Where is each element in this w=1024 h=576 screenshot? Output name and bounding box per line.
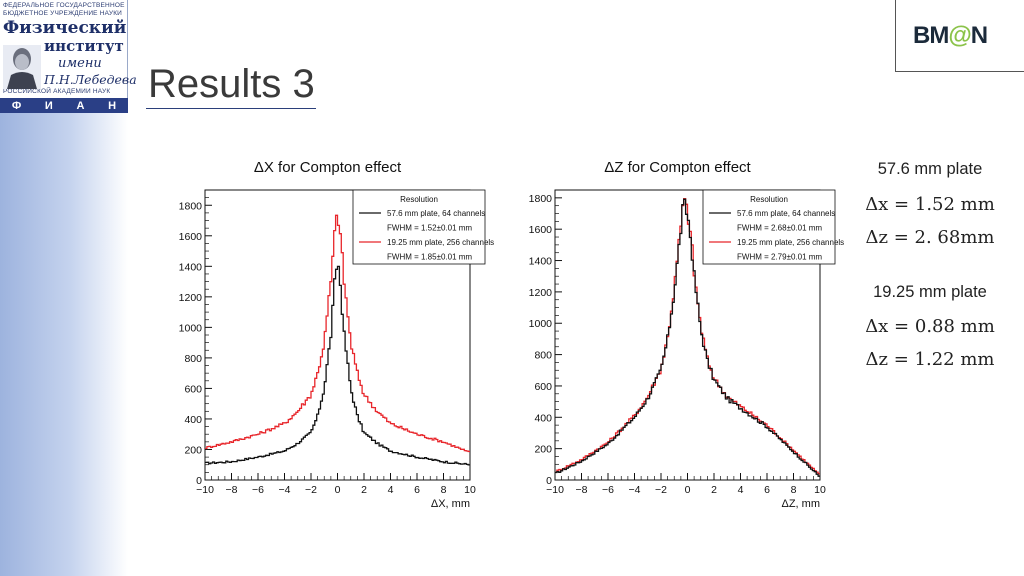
series-line-thick-plate xyxy=(205,265,470,466)
plate2-label: 19.25 mm plate xyxy=(873,283,987,301)
series-line-thin-plate xyxy=(205,214,470,453)
x-tick-label: −8 xyxy=(226,484,238,496)
logo-line-6: П.Н.Лебедева xyxy=(44,72,137,87)
y-tick-label: 1000 xyxy=(179,322,203,334)
y-tick-label: 1200 xyxy=(179,292,203,304)
legend-box xyxy=(352,189,486,265)
logo-band-letter: Ф xyxy=(11,99,22,112)
chart-delta-x: ΔX for Compton effect 0 200 400 600 800 1000 12… xyxy=(179,159,495,510)
logo-band-letter: Н xyxy=(108,99,117,112)
x-tick-label: −4 xyxy=(629,484,641,496)
plate2-dz: Δz = 1.22 mm xyxy=(865,349,995,370)
logo-band-letter: А xyxy=(76,99,85,112)
y-tick-label: 1800 xyxy=(179,200,203,212)
logo-band-letter: И xyxy=(44,99,53,112)
x-tick-label: 4 xyxy=(738,484,744,496)
x-tick-label: 2 xyxy=(711,484,717,496)
series-line-thick-plate xyxy=(555,198,820,477)
y-tick-label: 400 xyxy=(534,412,552,424)
logo-line-1: ФЕДЕРАЛЬНОЕ ГОСУДАРСТВЕННОЕ xyxy=(3,2,125,9)
legend-entry: 19.25 mm plate, 256 channels xyxy=(387,238,494,247)
y-tick-label: 1600 xyxy=(529,224,553,236)
bman-logo-frame xyxy=(895,0,1024,72)
y-tick-label: 400 xyxy=(184,414,202,426)
logo-line-3: Физический xyxy=(3,18,127,38)
logo-line-2: БЮДЖЕТНОЕ УЧРЕЖДЕНИЕ НАУКИ xyxy=(3,10,123,17)
y-tick-label: 1400 xyxy=(179,261,203,273)
x-tick-label: 8 xyxy=(441,484,447,496)
y-tick-label: 200 xyxy=(534,444,552,456)
y-tick-label: 200 xyxy=(184,444,202,456)
plate1-dx: Δx = 1.52 mm xyxy=(865,194,995,215)
y-tick-label: 0 xyxy=(546,475,552,487)
x-tick-label: 6 xyxy=(414,484,420,496)
legend-title: Resolution xyxy=(750,195,788,204)
logo-line-4: институт xyxy=(44,37,124,55)
legend-entry: FWHM = 2.79±0.01 mm xyxy=(737,253,822,262)
bman-logo: BM@N xyxy=(913,22,988,50)
legend-entry: 57.6 mm plate, 64 channels xyxy=(387,209,485,218)
x-tick-label: 10 xyxy=(464,484,476,496)
side-gradient-decoration xyxy=(0,113,128,576)
x-tick-label: −2 xyxy=(305,484,317,496)
y-tick-label: 1400 xyxy=(529,256,553,268)
legend-entry: FWHM = 1.85±0.01 mm xyxy=(387,253,472,262)
chart-delta-z: ΔZ for Compton effect 0 200 400 600 800 1000 12… xyxy=(529,159,845,510)
y-tick-label: 1000 xyxy=(529,318,553,330)
chart-title: ΔZ for Compton effect xyxy=(604,159,751,176)
y-tick-label: 800 xyxy=(534,350,552,362)
plate1-dz: Δz = 2. 68mm xyxy=(865,227,995,248)
y-tick-label: 1800 xyxy=(529,193,553,205)
slide-title: Results 3 xyxy=(148,62,315,106)
y-tick-label: 1600 xyxy=(179,231,203,243)
legend-entry: 57.6 mm plate, 64 channels xyxy=(737,209,835,218)
plate2-dx: Δx = 0.88 mm xyxy=(865,316,995,337)
bman-logo-text: BM@N xyxy=(913,22,988,49)
legend-title: Resolution xyxy=(400,195,438,204)
x-axis-label: ΔZ, mm xyxy=(781,498,820,510)
x-tick-label: −10 xyxy=(546,484,564,496)
chart-title: ΔX for Compton effect xyxy=(254,159,402,176)
x-tick-label: 8 xyxy=(791,484,797,496)
y-tick-label: 600 xyxy=(534,381,552,393)
bman-logo-at: @ xyxy=(948,22,971,49)
x-tick-label: 4 xyxy=(388,484,394,496)
x-tick-label: 0 xyxy=(335,484,341,496)
logo-band: Ф И А Н xyxy=(0,98,128,113)
logo-line-7: РОССИЙСКОЙ АКАДЕМИИ НАУК xyxy=(3,88,111,95)
y-tick-label: 600 xyxy=(184,383,202,395)
plate1-label: 57.6 mm plate xyxy=(877,160,983,178)
x-tick-label: −6 xyxy=(602,484,614,496)
y-tick-label: 0 xyxy=(196,475,202,487)
legend-entry: 19.25 mm plate, 256 channels xyxy=(737,238,844,247)
x-tick-label: 0 xyxy=(685,484,691,496)
x-tick-label: −4 xyxy=(279,484,291,496)
portrait-icon xyxy=(3,45,41,89)
x-tick-label: −8 xyxy=(576,484,588,496)
y-tick-label: 1200 xyxy=(529,287,553,299)
legend-entry: FWHM = 2.68±0.01 mm xyxy=(737,224,822,233)
legend-entry: FWHM = 1.52±0.01 mm xyxy=(387,224,472,233)
legend-box xyxy=(702,189,836,265)
x-axis-label: ΔX, mm xyxy=(431,498,470,510)
title-underline xyxy=(146,108,316,109)
logo-line-5: имени xyxy=(58,56,102,71)
x-tick-label: 10 xyxy=(814,484,826,496)
x-tick-label: −10 xyxy=(196,484,214,496)
y-tick-label: 800 xyxy=(184,353,202,365)
lebedev-institute-logo: ФЕДЕРАЛЬНОЕ ГОСУДАРСТВЕННОЕ БЮДЖЕТНОЕ УЧ… xyxy=(0,0,137,113)
x-tick-label: −2 xyxy=(655,484,667,496)
x-tick-label: −6 xyxy=(252,484,264,496)
x-tick-label: 2 xyxy=(361,484,367,496)
x-tick-label: 6 xyxy=(764,484,770,496)
